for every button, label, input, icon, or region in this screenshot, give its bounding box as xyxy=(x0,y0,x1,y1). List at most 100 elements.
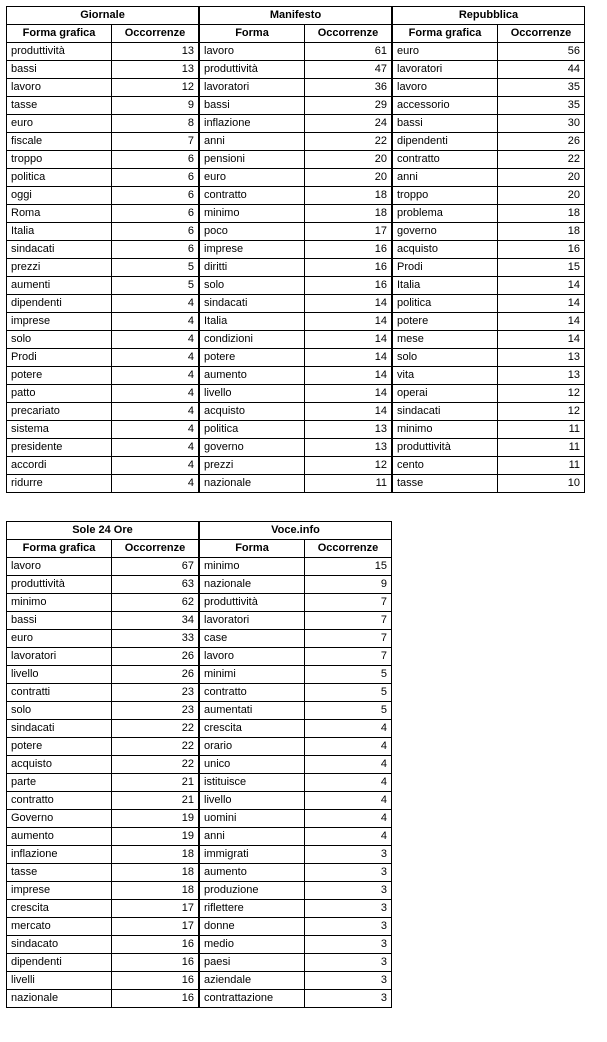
occorrenze-cell: 19 xyxy=(112,810,199,828)
forma-cell: donne xyxy=(200,918,305,936)
group-title: Voce.info xyxy=(200,522,392,540)
occorrenze-cell: 12 xyxy=(498,403,585,421)
table-row: Italia6 xyxy=(7,223,199,241)
forma-cell: lavoratori xyxy=(200,612,305,630)
table-row: uomini4 xyxy=(200,810,392,828)
occorrenze-cell: 4 xyxy=(305,720,392,738)
forma-cell: euro xyxy=(393,43,498,61)
forma-cell: livello xyxy=(200,385,305,403)
forma-cell: livello xyxy=(7,666,112,684)
col-header-forma: Forma xyxy=(200,25,305,43)
table-row: produttività11 xyxy=(393,439,585,457)
table-row: immigrati3 xyxy=(200,846,392,864)
group-title: Sole 24 Ore xyxy=(7,522,199,540)
table-row: problema18 xyxy=(393,205,585,223)
occorrenze-cell: 4 xyxy=(112,475,199,493)
forma-cell: produttività xyxy=(7,576,112,594)
forma-cell: riflettere xyxy=(200,900,305,918)
table-row: governo18 xyxy=(393,223,585,241)
table-row: dipendenti26 xyxy=(393,133,585,151)
forma-cell: tasse xyxy=(393,475,498,493)
table-row: operai12 xyxy=(393,385,585,403)
forma-cell: euro xyxy=(7,115,112,133)
forma-cell: condizioni xyxy=(200,331,305,349)
occorrenze-cell: 18 xyxy=(305,205,392,223)
occorrenze-cell: 14 xyxy=(305,331,392,349)
table-row: euro8 xyxy=(7,115,199,133)
table-row: poco17 xyxy=(200,223,392,241)
table-row: Prodi4 xyxy=(7,349,199,367)
table-row: unico4 xyxy=(200,756,392,774)
table-row: imprese18 xyxy=(7,882,199,900)
table-row: livello26 xyxy=(7,666,199,684)
forma-cell: contratto xyxy=(200,684,305,702)
forma-cell: crescita xyxy=(200,720,305,738)
occorrenze-cell: 8 xyxy=(112,115,199,133)
table-row: prezzi12 xyxy=(200,457,392,475)
occorrenze-cell: 5 xyxy=(305,702,392,720)
forma-cell: Italia xyxy=(200,313,305,331)
forma-cell: lavoro xyxy=(7,79,112,97)
forma-cell: lavoratori xyxy=(393,61,498,79)
occorrenze-cell: 56 xyxy=(498,43,585,61)
bottom-table-block: Sole 24 OreForma graficaOccorrenzelavoro… xyxy=(6,521,601,1008)
occorrenze-cell: 4 xyxy=(112,313,199,331)
forma-cell: politica xyxy=(7,169,112,187)
occorrenze-cell: 5 xyxy=(112,277,199,295)
forma-cell: pensioni xyxy=(200,151,305,169)
table-row: produttività13 xyxy=(7,43,199,61)
occorrenze-cell: 16 xyxy=(305,241,392,259)
forma-cell: euro xyxy=(200,169,305,187)
occorrenze-cell: 22 xyxy=(112,720,199,738)
forma-cell: anni xyxy=(393,169,498,187)
table-row: anni4 xyxy=(200,828,392,846)
occorrenze-cell: 4 xyxy=(112,385,199,403)
occorrenze-cell: 17 xyxy=(112,918,199,936)
occorrenze-cell: 6 xyxy=(112,223,199,241)
forma-cell: anni xyxy=(200,133,305,151)
occorrenze-cell: 23 xyxy=(112,702,199,720)
occorrenze-cell: 7 xyxy=(305,648,392,666)
table-row: medio3 xyxy=(200,936,392,954)
table-row: sindacati6 xyxy=(7,241,199,259)
forma-cell: tasse xyxy=(7,97,112,115)
frequency-table: Voce.infoFormaOccorrenzeminimo15nazional… xyxy=(199,521,392,1008)
forma-cell: crescita xyxy=(7,900,112,918)
forma-cell: uomini xyxy=(200,810,305,828)
forma-cell: contratto xyxy=(7,792,112,810)
forma-cell: precariato xyxy=(7,403,112,421)
occorrenze-cell: 12 xyxy=(498,385,585,403)
occorrenze-cell: 44 xyxy=(498,61,585,79)
table-row: contrattazione3 xyxy=(200,990,392,1008)
table-row: potere22 xyxy=(7,738,199,756)
forma-cell: cento xyxy=(393,457,498,475)
occorrenze-cell: 12 xyxy=(112,79,199,97)
table-row: fiscale7 xyxy=(7,133,199,151)
occorrenze-cell: 67 xyxy=(112,558,199,576)
occorrenze-cell: 63 xyxy=(112,576,199,594)
col-header-forma: Forma grafica xyxy=(393,25,498,43)
table-row: livelli16 xyxy=(7,972,199,990)
group-title: Repubblica xyxy=(393,7,585,25)
forma-cell: orario xyxy=(200,738,305,756)
occorrenze-cell: 6 xyxy=(112,151,199,169)
forma-cell: istituisce xyxy=(200,774,305,792)
table-row: patto4 xyxy=(7,385,199,403)
forma-cell: minimo xyxy=(393,421,498,439)
table-row: tasse9 xyxy=(7,97,199,115)
forma-cell: solo xyxy=(200,277,305,295)
forma-cell: solo xyxy=(7,702,112,720)
occorrenze-cell: 6 xyxy=(112,241,199,259)
table-row: politica13 xyxy=(200,421,392,439)
table-row: contratti23 xyxy=(7,684,199,702)
table-row: sindacati22 xyxy=(7,720,199,738)
occorrenze-cell: 9 xyxy=(305,576,392,594)
occorrenze-cell: 30 xyxy=(498,115,585,133)
forma-cell: sindacato xyxy=(7,936,112,954)
forma-cell: dipendenti xyxy=(393,133,498,151)
occorrenze-cell: 4 xyxy=(112,457,199,475)
forma-cell: potere xyxy=(393,313,498,331)
occorrenze-cell: 14 xyxy=(498,331,585,349)
table-row: precariato4 xyxy=(7,403,199,421)
occorrenze-cell: 33 xyxy=(112,630,199,648)
